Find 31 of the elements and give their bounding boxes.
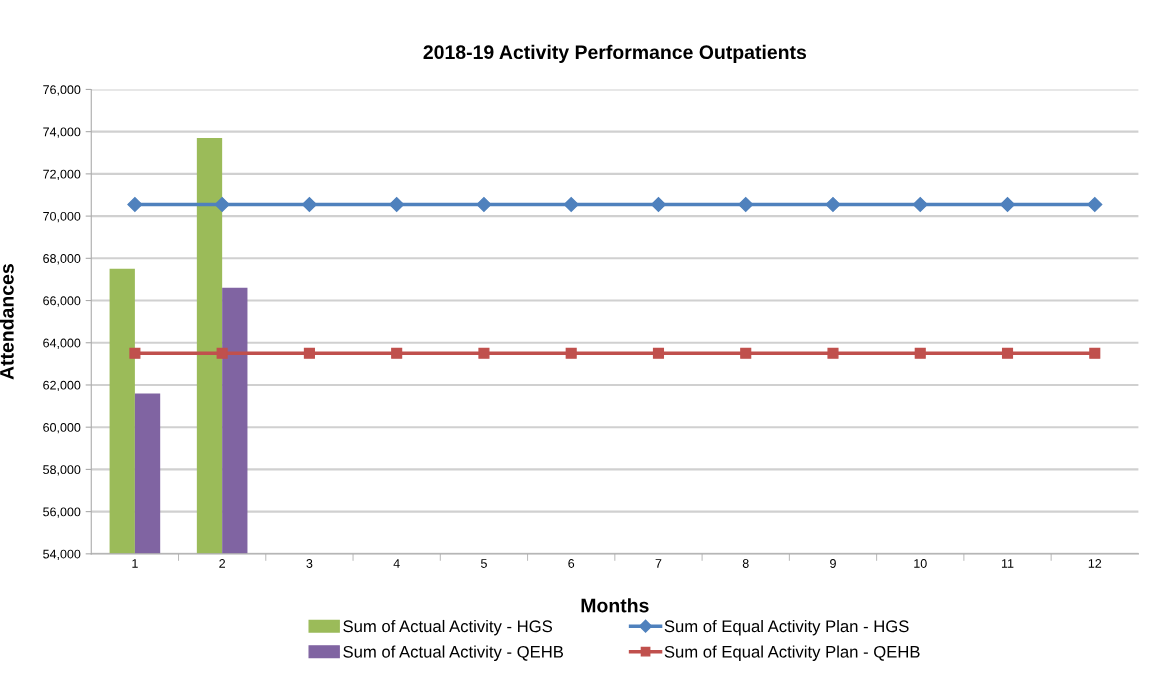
y-tick-label: 64,000 bbox=[43, 338, 81, 349]
legend-label: Sum of Actual Activity - QEHB bbox=[343, 645, 564, 661]
x-tick-label: 5 bbox=[480, 559, 487, 568]
chart-title: 2018-19 Activity Performance Outpatients bbox=[423, 44, 807, 63]
y-tick-label: 56,000 bbox=[43, 507, 81, 518]
x-axis-title: Months bbox=[581, 598, 649, 613]
x-tick-label: 8 bbox=[742, 559, 749, 568]
x-tick-label: 1 bbox=[132, 559, 138, 568]
y-tick-label: 54,000 bbox=[43, 549, 81, 560]
y-tick-label: 68,000 bbox=[43, 254, 81, 265]
x-tick-label: 4 bbox=[393, 559, 400, 568]
y-tick-label: 66,000 bbox=[43, 296, 81, 307]
x-tick-label: 3 bbox=[306, 559, 313, 568]
x-tick-label: 7 bbox=[655, 559, 662, 568]
x-tick-label: 6 bbox=[568, 559, 575, 568]
y-tick-label: 58,000 bbox=[43, 465, 81, 476]
y-tick-label: 60,000 bbox=[43, 422, 81, 434]
x-tick-label: 12 bbox=[1088, 559, 1102, 568]
x-tick-label: 2 bbox=[219, 559, 225, 568]
y-tick-label: 70,000 bbox=[43, 211, 81, 223]
x-tick-label: 9 bbox=[830, 559, 836, 568]
y-tick-label: 74,000 bbox=[43, 127, 81, 138]
legend-label: Sum of Actual Activity - HGS bbox=[343, 619, 553, 636]
legend-label: Sum of Equal Activity Plan - QEHB bbox=[664, 645, 920, 661]
y-axis-title: Attendances bbox=[0, 264, 14, 380]
x-tick-label: 10 bbox=[914, 559, 927, 568]
y-tick-label: 72,000 bbox=[43, 169, 81, 181]
x-tick-label: 11 bbox=[1001, 559, 1014, 568]
legend-label: Sum of Equal Activity Plan - HGS bbox=[664, 619, 909, 636]
y-tick-label: 62,000 bbox=[43, 380, 81, 392]
y-tick-label: 76,000 bbox=[43, 85, 81, 96]
